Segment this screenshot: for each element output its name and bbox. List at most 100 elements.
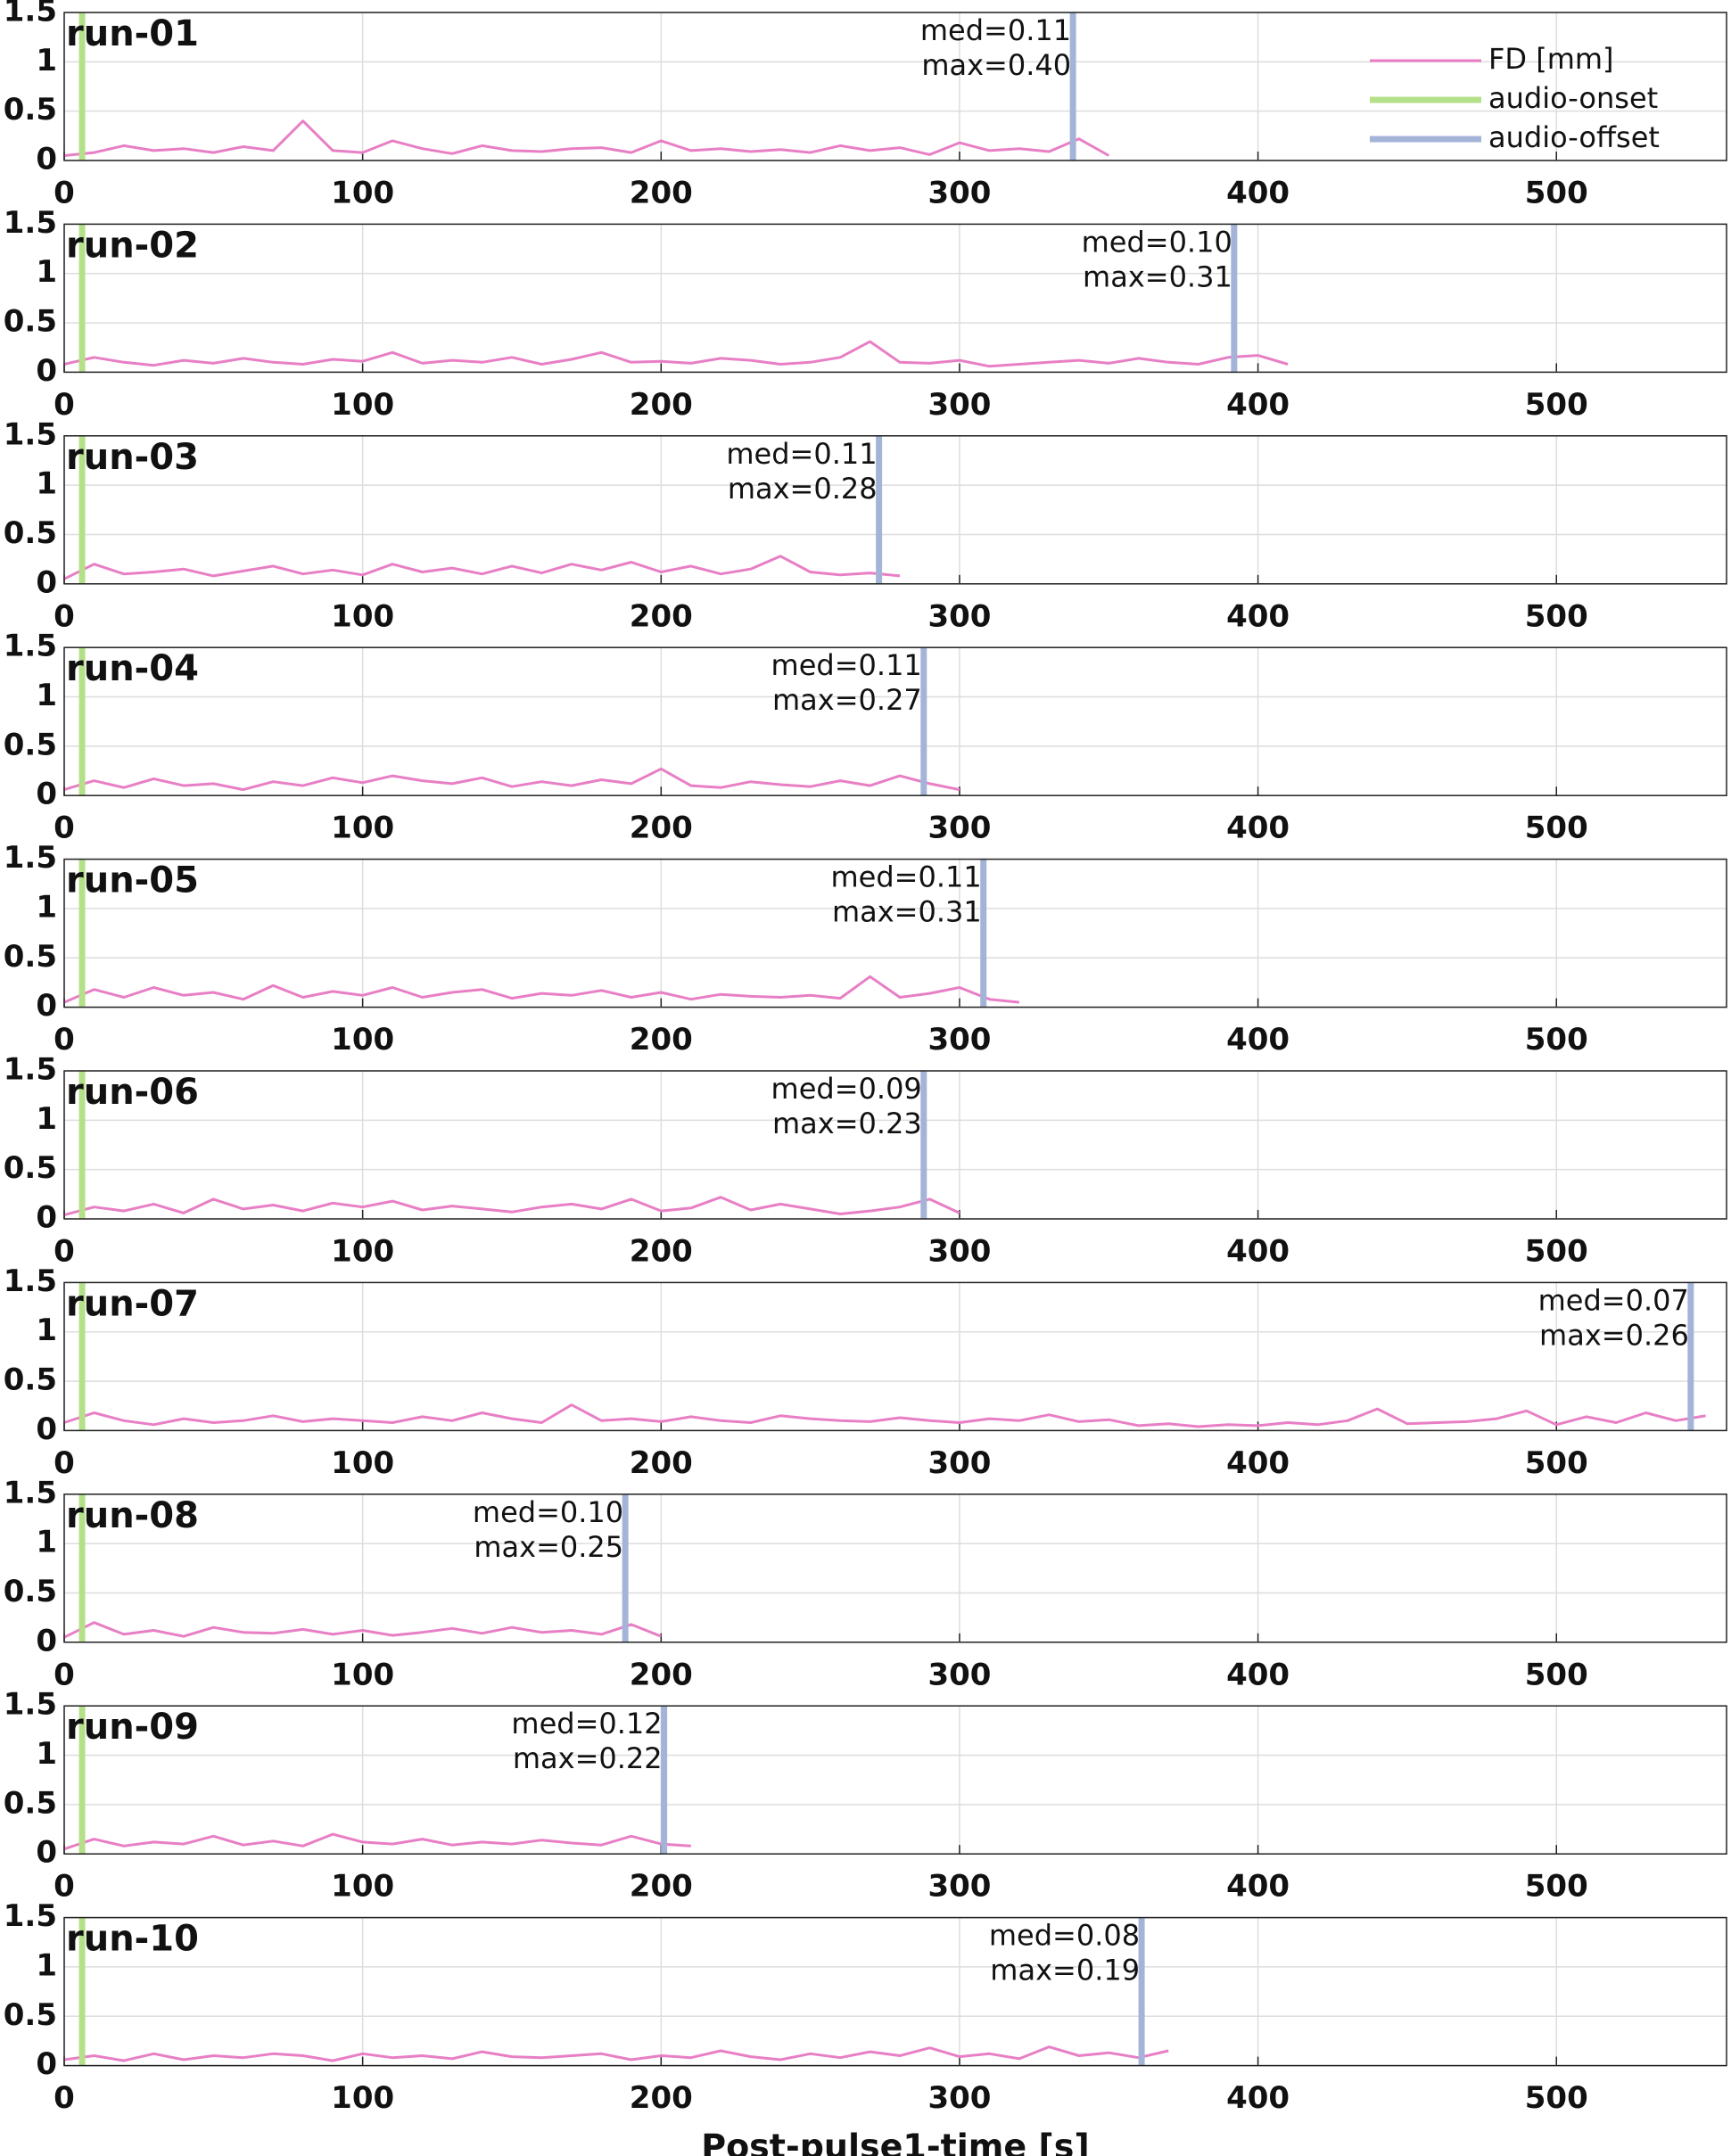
annotation: med=0.11	[771, 648, 922, 682]
x-tick-label: 500	[1525, 1022, 1588, 1057]
x-tick-label: 200	[630, 811, 693, 846]
fd-line	[63, 767, 960, 792]
y-tick-label: 0	[36, 988, 57, 1024]
annotation: med=0.07	[1538, 1283, 1689, 1317]
x-tick-label: 300	[927, 598, 991, 634]
legend-label: audio-offset	[1488, 120, 1660, 154]
x-tick-label: 500	[1525, 2080, 1588, 2116]
x-tick-label: 100	[331, 2080, 394, 2116]
panel-title: run-03	[66, 437, 199, 478]
axes-box	[63, 223, 1727, 374]
x-tick-label: 300	[927, 1445, 991, 1481]
annotation: max=0.26	[1539, 1318, 1689, 1352]
y-tick-label: 1	[36, 678, 57, 713]
annotation: med=0.10	[1082, 225, 1232, 259]
x-tick-label: 500	[1525, 1445, 1588, 1481]
axes-box	[63, 858, 1727, 1008]
annotation: max=0.28	[728, 472, 878, 506]
fd-line	[63, 1403, 1706, 1428]
x-tick-label: 200	[630, 387, 693, 423]
y-tick-label: 1.5	[4, 629, 57, 664]
annotation: med=0.10	[473, 1495, 623, 1529]
y-tick-label: 0.5	[4, 92, 57, 128]
y-tick-label: 1	[36, 254, 57, 290]
x-tick-label: 300	[927, 1022, 991, 1057]
x-tick-label: 200	[630, 1445, 693, 1481]
x-tick-label: 100	[331, 1869, 394, 1905]
y-tick-label: 1.5	[4, 0, 57, 29]
x-tick-label: 100	[331, 176, 394, 211]
annotation: max=0.31	[1083, 259, 1232, 293]
x-tick-label: 0	[54, 598, 75, 634]
annotation: max=0.31	[832, 895, 982, 929]
x-tick-label: 100	[331, 811, 394, 846]
annotation: med=0.11	[920, 13, 1071, 47]
y-tick-label: 0.5	[4, 939, 57, 975]
y-tick-label: 0.5	[4, 727, 57, 762]
annotation: med=0.08	[989, 1919, 1140, 1953]
x-tick-label: 400	[1226, 1869, 1290, 1905]
x-tick-label: 500	[1525, 1657, 1588, 1692]
axes-box	[63, 1494, 1727, 1643]
x-tick-label: 0	[54, 387, 75, 423]
fd-line	[63, 1832, 691, 1851]
annotation: med=0.12	[511, 1707, 662, 1740]
x-tick-label: 0	[54, 811, 75, 846]
fd-line	[63, 1196, 960, 1217]
y-tick-label: 0	[36, 353, 57, 389]
axes-box	[63, 12, 1727, 161]
x-tick-label: 0	[54, 1234, 75, 1270]
x-tick-label: 100	[331, 1234, 394, 1270]
x-tick-label: 300	[927, 176, 991, 211]
annotation: med=0.11	[726, 437, 877, 471]
x-tick-label: 0	[54, 1869, 75, 1905]
x-tick-label: 400	[1226, 387, 1290, 423]
y-tick-label: 1	[36, 1736, 57, 1772]
x-tick-label: 300	[927, 1869, 991, 1905]
x-tick-label: 400	[1226, 2080, 1290, 2116]
x-tick-label: 200	[630, 1022, 693, 1057]
fd-line	[63, 555, 901, 580]
x-tick-label: 100	[331, 1657, 394, 1692]
annotation: max=0.27	[772, 683, 922, 717]
x-tick-label: 500	[1525, 387, 1588, 423]
x-tick-label: 100	[331, 387, 394, 423]
y-tick-label: 1.5	[4, 840, 57, 876]
y-tick-label: 0.5	[4, 1574, 57, 1609]
x-tick-label: 100	[331, 598, 394, 634]
y-tick-label: 0	[36, 142, 57, 177]
panel-title: run-07	[66, 1283, 199, 1324]
fd-line	[63, 340, 1289, 368]
y-tick-label: 0.5	[4, 304, 57, 340]
x-tick-label: 500	[1525, 598, 1588, 634]
y-tick-label: 1.5	[4, 1263, 57, 1299]
x-tick-label: 500	[1525, 811, 1588, 846]
x-tick-label: 400	[1226, 1022, 1290, 1057]
annotation: max=0.40	[921, 48, 1071, 82]
annotation: max=0.22	[513, 1741, 663, 1775]
axes-box	[63, 1070, 1727, 1220]
y-tick-label: 1.5	[4, 1052, 57, 1088]
x-tick-label: 100	[331, 1445, 394, 1481]
panel-title: run-01	[66, 13, 199, 54]
x-tick-label: 300	[927, 1657, 991, 1692]
x-tick-label: 200	[630, 1869, 693, 1905]
y-tick-label: 0	[36, 1623, 57, 1658]
x-tick-label: 0	[54, 2080, 75, 2116]
x-tick-label: 400	[1226, 176, 1290, 211]
x-axis-label: Post-pulse1-time [s]	[701, 2127, 1090, 2156]
panel-title: run-09	[66, 1707, 199, 1748]
axes-box	[63, 1281, 1727, 1432]
x-tick-label: 200	[630, 598, 693, 634]
annotation: med=0.11	[830, 860, 981, 894]
y-tick-label: 0.5	[4, 515, 57, 551]
y-tick-label: 0	[36, 1835, 57, 1871]
x-tick-label: 400	[1226, 1657, 1290, 1692]
x-tick-label: 400	[1226, 1234, 1290, 1270]
fd-line	[63, 975, 1020, 1004]
x-tick-label: 0	[54, 1657, 75, 1692]
y-tick-label: 1.5	[4, 1687, 57, 1723]
x-tick-label: 500	[1525, 1869, 1588, 1905]
fd-line	[63, 119, 1110, 157]
